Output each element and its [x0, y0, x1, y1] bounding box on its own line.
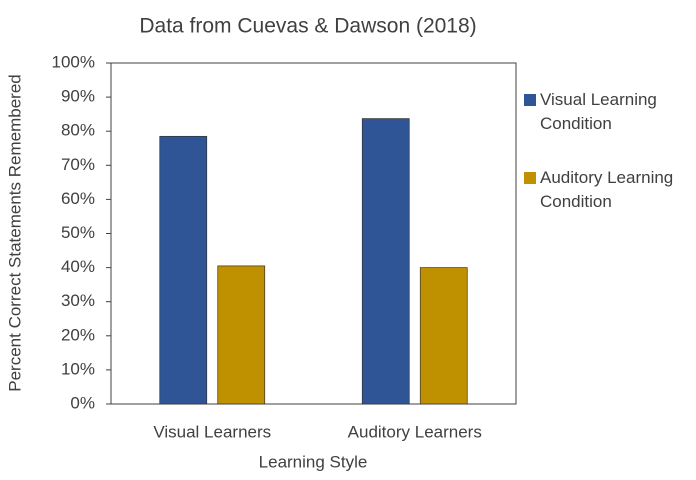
- legend-label: Visual Learning Condition: [540, 90, 657, 133]
- bar: [159, 135, 208, 405]
- y-tick-label: 50%: [61, 223, 95, 242]
- bar: [217, 265, 266, 405]
- y-tick-label: 60%: [61, 189, 95, 208]
- y-tick-label: 20%: [61, 325, 95, 344]
- bar: [361, 118, 410, 405]
- x-tick-label: Auditory Learners: [348, 422, 482, 441]
- chart-title: Data from Cuevas & Dawson (2018): [139, 15, 476, 38]
- y-tick-label: 90%: [61, 87, 95, 106]
- y-tick-label: 30%: [61, 291, 95, 310]
- legend-swatch: [524, 94, 536, 106]
- y-tick-label: 70%: [61, 155, 95, 174]
- legend-label: Auditory Learning Condition: [540, 168, 674, 211]
- y-tick-label: 10%: [61, 359, 95, 378]
- y-tick-label: 80%: [61, 121, 95, 140]
- y-tick-label: 40%: [61, 257, 95, 276]
- legend-swatch: [524, 172, 536, 184]
- y-axis-label: Percent Correct Statements Remembered: [5, 74, 24, 391]
- y-tick-label: 100%: [52, 52, 95, 71]
- x-tick-label: Visual Learners: [153, 422, 271, 441]
- x-axis-label: Learning Style: [259, 452, 368, 471]
- bar: [419, 267, 468, 405]
- y-tick-label: 0%: [70, 393, 95, 412]
